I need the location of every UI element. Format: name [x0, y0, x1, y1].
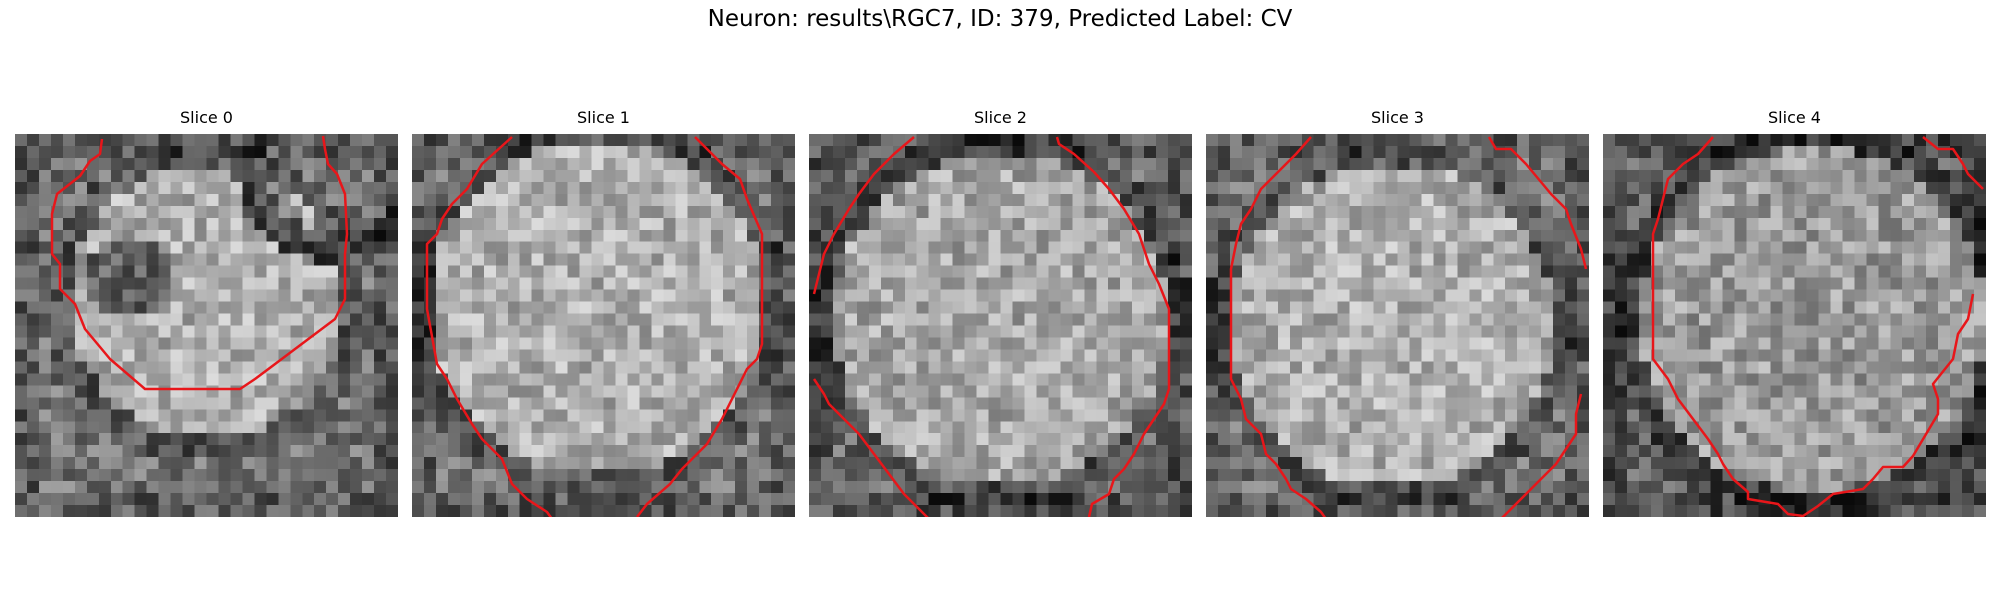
slice-title: Slice 3	[1371, 108, 1424, 127]
microscopy-slice-image	[1603, 134, 1986, 517]
slice-title: Slice 0	[180, 108, 233, 127]
cell-contour	[1922, 136, 1984, 190]
cell-contour-overlay	[50, 135, 349, 391]
cell-contour	[812, 136, 915, 295]
cell-contour-overlay	[812, 136, 1171, 517]
microscopy-slice-image	[412, 134, 795, 517]
microscopy-slice-image	[1206, 134, 1589, 517]
cell-contour	[50, 135, 349, 391]
cell-contour-overlay	[1651, 136, 1984, 517]
slice-title: Slice 1	[577, 108, 630, 127]
cell-contour	[812, 378, 929, 517]
cell-contour	[1651, 136, 1975, 517]
cell-contour	[1229, 136, 1327, 517]
cell-contour-overlay	[425, 136, 764, 517]
cell-contour-overlay	[1229, 136, 1588, 517]
cell-contour	[1055, 136, 1171, 517]
microscopy-slice-image	[15, 134, 398, 517]
cell-contour	[636, 136, 764, 517]
cell-contour	[1487, 136, 1588, 270]
slice-title: Slice 4	[1768, 108, 1821, 127]
cell-contour	[1501, 393, 1583, 517]
figure-title: Neuron: results\RGC7, ID: 379, Predicted…	[707, 6, 1293, 32]
slice-title: Slice 2	[974, 108, 1027, 127]
cell-contour	[425, 136, 553, 517]
